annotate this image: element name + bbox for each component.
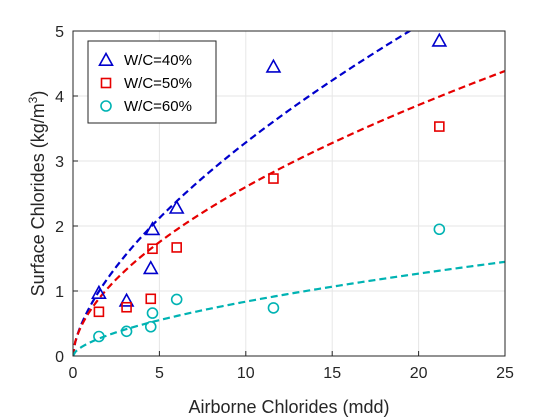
legend-marker bbox=[100, 100, 112, 112]
legend: W/C=40% W/C=50% W/C=60% bbox=[87, 40, 217, 124]
data-point-series-3 bbox=[144, 320, 157, 333]
data-point-series-1 bbox=[142, 260, 159, 275]
legend-entry-label: W/C=40% bbox=[124, 52, 192, 69]
y-tick-label: 3 bbox=[55, 154, 64, 171]
y-axis-label-close: ) bbox=[28, 91, 48, 97]
data-point-series-2 bbox=[434, 121, 445, 132]
plot-frame bbox=[72, 30, 506, 357]
data-point-series-1 bbox=[144, 221, 161, 236]
ticks: 0 5 10 15 20 25 0 1 2 3 4 5 bbox=[55, 24, 514, 382]
y-axis-label: Surface Chlorides (kg/m3) bbox=[26, 91, 48, 297]
data-point-series-3 bbox=[120, 325, 133, 338]
x-tick-label: 0 bbox=[69, 365, 78, 382]
legend-marker bbox=[98, 51, 114, 66]
x-tick-label: 15 bbox=[323, 365, 341, 382]
y-tick-label: 5 bbox=[55, 24, 64, 41]
data-point-series-3 bbox=[433, 223, 446, 236]
data-point-series-2 bbox=[147, 243, 158, 255]
y-axis-label-superscript: 3 bbox=[26, 96, 40, 103]
data-point-series-2 bbox=[93, 306, 105, 318]
x-tick-label: 20 bbox=[410, 365, 428, 382]
y-tick-label: 0 bbox=[55, 349, 64, 366]
data-point-series-1 bbox=[118, 292, 135, 307]
x-tick-label: 25 bbox=[496, 365, 514, 382]
x-tick-label: 10 bbox=[237, 365, 255, 382]
data-point-series-2 bbox=[171, 242, 182, 253]
x-axis-label: Airborne Chlorides (mdd) bbox=[188, 397, 389, 417]
data-point-series-3 bbox=[93, 330, 105, 343]
y-tick-label: 2 bbox=[55, 219, 64, 236]
fit-curve-series-1 bbox=[73, 31, 412, 356]
data-point-series-2 bbox=[121, 301, 132, 313]
fit-curves bbox=[73, 31, 505, 356]
data-markers bbox=[91, 32, 448, 343]
data-point-series-3 bbox=[170, 293, 183, 306]
fit-curve-series-2 bbox=[73, 69, 505, 356]
fit-curve-series-3 bbox=[73, 260, 505, 356]
data-point-series-1 bbox=[91, 284, 107, 299]
data-point-series-3 bbox=[146, 307, 159, 319]
data-point-series-1 bbox=[168, 199, 185, 214]
legend-entry-label: W/C=50% bbox=[124, 75, 192, 92]
y-axis-label-main: Surface Chlorides (kg/m bbox=[28, 103, 48, 296]
y-tick-label: 4 bbox=[55, 89, 64, 106]
legend-marker bbox=[100, 77, 112, 89]
legend-entry-label: W/C=60% bbox=[124, 98, 192, 115]
data-point-series-1 bbox=[431, 32, 448, 47]
data-point-series-2 bbox=[268, 173, 279, 184]
x-tick-label: 5 bbox=[155, 365, 164, 382]
y-tick-label: 1 bbox=[55, 284, 64, 301]
data-point-series-1 bbox=[265, 58, 282, 73]
data-point-series-3 bbox=[267, 302, 280, 314]
data-point-series-2 bbox=[145, 293, 157, 305]
